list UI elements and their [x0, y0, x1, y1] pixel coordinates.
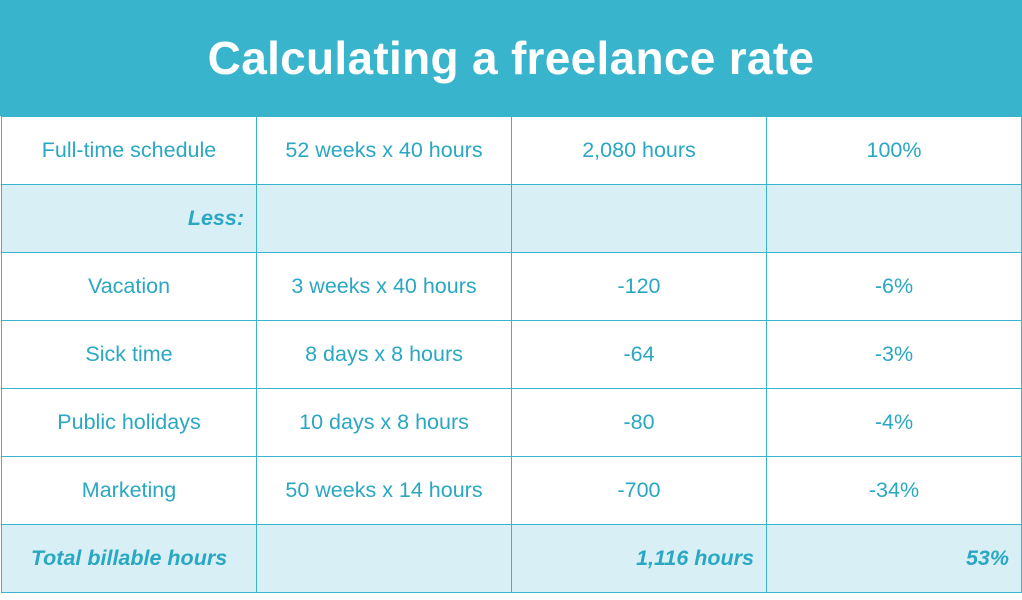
row-label: Full-time schedule [1, 116, 257, 185]
row-percent-total: 53% [766, 524, 1022, 593]
row-label: Public holidays [1, 388, 257, 457]
row-hours: -700 [511, 456, 767, 525]
row-detail: 8 days x 8 hours [256, 320, 512, 389]
row-percent: 100% [766, 116, 1022, 185]
row-hours: 2,080 hours [511, 116, 767, 185]
table-row-sick-time: Sick time 8 days x 8 hours -64 -3% [1, 320, 1022, 389]
row-label-less: Less: [1, 184, 257, 253]
table-row-marketing: Marketing 50 weeks x 14 hours -700 -34% [1, 456, 1022, 525]
row-percent: -34% [766, 456, 1022, 525]
table-row-full-time: Full-time schedule 52 weeks x 40 hours 2… [1, 116, 1022, 185]
row-percent: -3% [766, 320, 1022, 389]
row-detail [256, 184, 512, 253]
row-hours: -64 [511, 320, 767, 389]
row-hours-total: 1,116 hours [511, 524, 767, 593]
row-hours [511, 184, 767, 253]
table-row-vacation: Vacation 3 weeks x 40 hours -120 -6% [1, 252, 1022, 321]
row-label-total: Total billable hours [1, 524, 257, 593]
page-title: Calculating a freelance rate [207, 32, 815, 84]
rate-table: Full-time schedule 52 weeks x 40 hours 2… [1, 116, 1022, 593]
row-detail: 50 weeks x 14 hours [256, 456, 512, 525]
row-hours: -80 [511, 388, 767, 457]
row-label: Vacation [1, 252, 257, 321]
row-detail [256, 524, 512, 593]
row-detail: 10 days x 8 hours [256, 388, 512, 457]
row-label: Marketing [1, 456, 257, 525]
row-hours: -120 [511, 252, 767, 321]
row-percent: -6% [766, 252, 1022, 321]
table-row-total: Total billable hours 1,116 hours 53% [1, 524, 1022, 593]
row-label: Sick time [1, 320, 257, 389]
row-detail: 3 weeks x 40 hours [256, 252, 512, 321]
row-percent: -4% [766, 388, 1022, 457]
table-row-less: Less: [1, 184, 1022, 253]
row-detail: 52 weeks x 40 hours [256, 116, 512, 185]
title-bar: Calculating a freelance rate [0, 0, 1022, 116]
table-row-public-holidays: Public holidays 10 days x 8 hours -80 -4… [1, 388, 1022, 457]
row-percent [766, 184, 1022, 253]
